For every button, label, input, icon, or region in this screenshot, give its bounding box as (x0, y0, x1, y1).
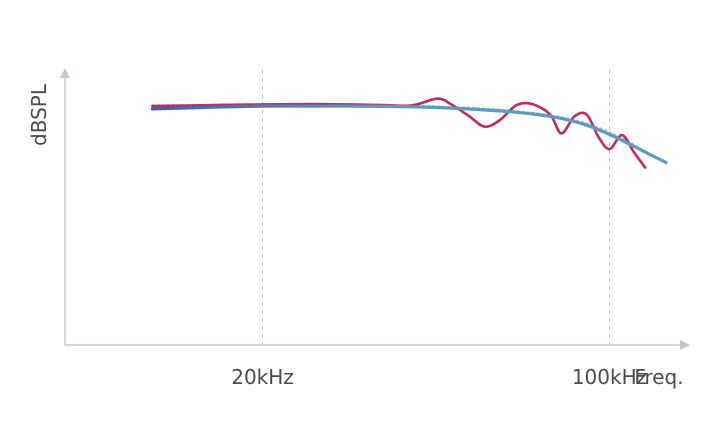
reference-series-line (151, 103, 667, 165)
x-tick-labels: 20kHz 100kHz (231, 365, 647, 389)
measured-series-line (151, 97, 647, 169)
series-layer (150, 97, 668, 169)
x-axis-label: Freq. (634, 365, 683, 389)
x-tick-label: 100kHz (572, 365, 647, 389)
y-axis-label: dBSPL (27, 83, 51, 146)
tick-guidelines (261, 70, 611, 345)
axes (60, 68, 690, 350)
x-axis-arrow (680, 340, 690, 350)
y-axis-arrow (60, 68, 70, 78)
fitted-series-line (150, 104, 668, 164)
x-tick-label: 20kHz (231, 365, 294, 389)
